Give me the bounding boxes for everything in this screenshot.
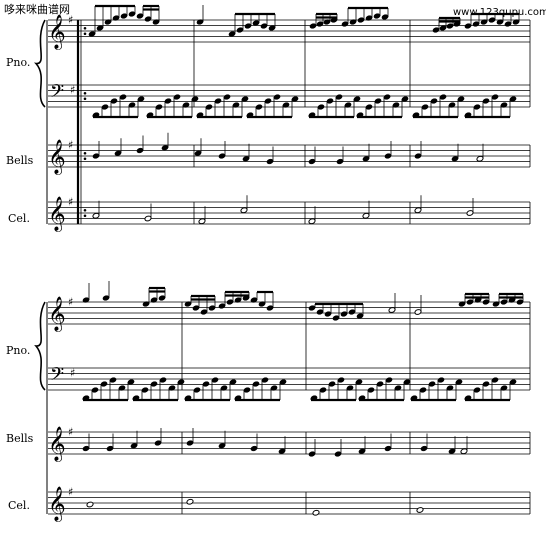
key-signature-sharp: ♯ — [68, 295, 73, 308]
bass-clef: 𝄢 — [50, 81, 64, 106]
whole-note — [416, 507, 424, 513]
treble-clef: 𝄞 — [48, 14, 66, 50]
instrument-label-bells-1: Bells — [6, 154, 34, 167]
repeat-dot — [83, 151, 87, 155]
key-signature-sharp: ♯ — [68, 485, 73, 498]
treble-clef: 𝄞 — [48, 196, 66, 232]
key-signature-sharp: ♯ — [70, 366, 75, 379]
piano-brace — [34, 301, 46, 391]
repeat-dot — [83, 157, 87, 161]
watermark-left: 哆来咪曲谱网 — [4, 3, 70, 16]
key-signature-sharp: ♯ — [70, 83, 75, 96]
treble-clef: 𝄞 — [48, 139, 66, 175]
watermark-right: www.123qupu.com — [453, 7, 546, 18]
key-signature-sharp: ♯ — [68, 138, 73, 151]
whole-note — [186, 498, 194, 505]
key-signature-sharp: ♯ — [68, 195, 73, 208]
repeat-dot — [83, 26, 87, 30]
instrument-label-piano-2: Pno. — [6, 344, 31, 357]
instrument-label-piano-1: Pno. — [6, 56, 31, 69]
repeat-dot — [83, 97, 87, 101]
treble-clef: 𝄞 — [48, 296, 66, 332]
repeat-dot — [83, 208, 87, 212]
treble-clef: 𝄞 — [48, 426, 66, 462]
key-signature-sharp: ♯ — [68, 13, 73, 26]
treble-clef: 𝄞 — [48, 486, 66, 522]
repeat-dot — [83, 91, 87, 95]
bass-clef: 𝄢 — [50, 364, 64, 389]
instrument-label-celesta-2: Cel. — [8, 499, 30, 512]
repeat-dot — [83, 32, 87, 36]
key-signature-sharp: ♯ — [68, 425, 73, 438]
piano-brace — [33, 19, 46, 108]
instrument-label-celesta-1: Cel. — [8, 212, 30, 225]
whole-note — [86, 501, 94, 508]
whole-note — [312, 509, 320, 516]
instrument-label-bells-2: Bells — [6, 432, 34, 445]
repeat-dot — [83, 214, 87, 218]
